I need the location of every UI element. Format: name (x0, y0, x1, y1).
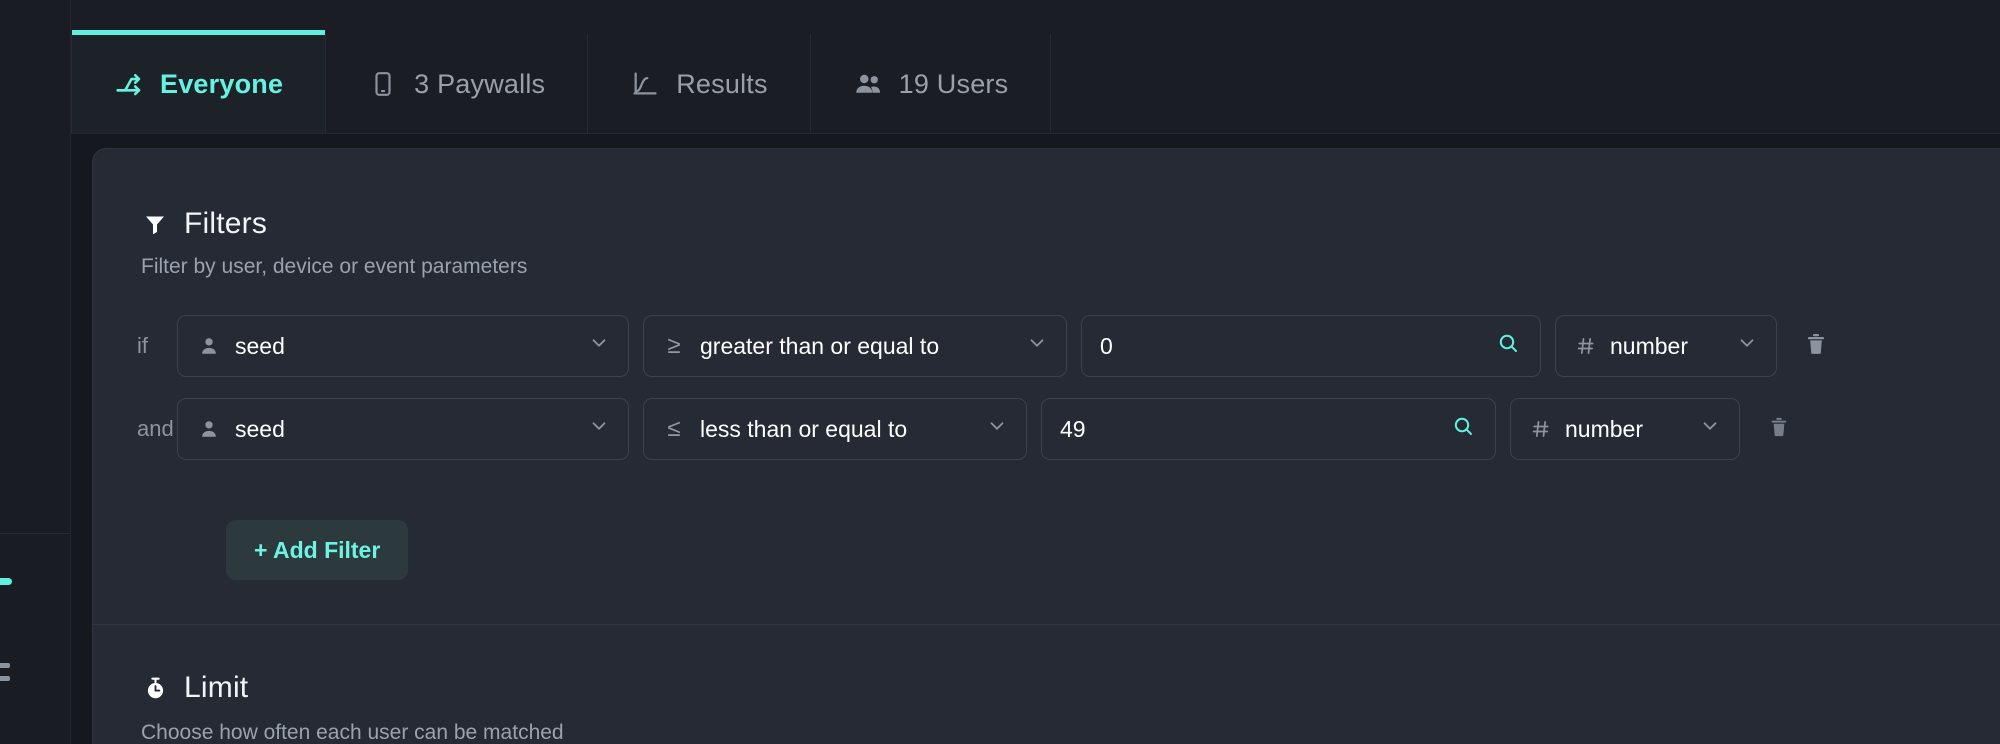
filter-value-input[interactable]: 49 (1041, 398, 1496, 460)
hash-icon (1574, 336, 1598, 356)
filter-rows: if seed ≥ great (93, 312, 2000, 463)
filter-parameter-select[interactable]: seed (177, 398, 629, 460)
filters-subtitle: Filter by user, device or event paramete… (141, 255, 528, 278)
chevron-down-icon (1699, 415, 1721, 443)
limit-header: Limit (141, 671, 2000, 705)
filters-title: Filters (184, 207, 268, 240)
tab-bar-underline (71, 133, 2000, 134)
filter-type-select[interactable]: number (1510, 398, 1740, 460)
filter-parameter-value: seed (235, 415, 285, 442)
delete-filter-button[interactable] (1787, 331, 1845, 362)
tab-strip: Everyone 3 Paywalls Results (71, 30, 1052, 134)
rail-item-stub[interactable] (0, 663, 10, 668)
tab-label: 3 Paywalls (414, 68, 546, 99)
tab-label: Results (676, 68, 768, 99)
rail-divider (0, 533, 71, 534)
filter-operator-select[interactable]: ≥ greater than or equal to (643, 315, 1067, 377)
delete-filter-button[interactable] (1750, 415, 1808, 444)
filter-row: if seed ≥ great (93, 312, 2000, 380)
tab-results[interactable]: Results (588, 34, 811, 134)
filter-parameter-select[interactable]: seed (177, 315, 629, 377)
person-icon (196, 335, 222, 357)
filter-value-text: 49 (1060, 415, 1086, 442)
tab-bar: Everyone 3 Paywalls Results (71, 0, 2000, 134)
split-arrow-icon (114, 69, 144, 99)
filter-value-input[interactable]: 0 (1081, 315, 1541, 377)
section-divider (93, 624, 2000, 625)
chevron-down-icon (1736, 332, 1758, 360)
chevron-down-icon (588, 332, 610, 360)
filter-operator-value: greater than or equal to (700, 332, 940, 359)
tab-users[interactable]: 19 Users (811, 34, 1052, 134)
users-icon (853, 69, 883, 99)
chevron-down-icon (588, 415, 610, 443)
person-icon (196, 418, 222, 440)
search-icon[interactable] (1451, 414, 1475, 444)
filter-type-select[interactable]: number (1555, 315, 1777, 377)
trash-icon (1804, 331, 1828, 362)
chevron-down-icon (1026, 332, 1048, 360)
limit-section: Limit Choose how often each user can be … (93, 671, 2000, 744)
limit-subtitle: Choose how often each user can be matche… (141, 721, 564, 744)
chevron-down-icon (986, 415, 1008, 443)
limit-title: Limit (184, 671, 249, 704)
tab-paywalls[interactable]: 3 Paywalls (326, 34, 589, 134)
filter-parameter-value: seed (235, 332, 285, 359)
operator-symbol: ≤ (667, 415, 681, 442)
rail-item-stub[interactable] (0, 676, 10, 681)
filters-section: Filters Filter by user, device or event … (93, 207, 2000, 580)
operator-symbol: ≥ (667, 332, 681, 359)
phone-icon (368, 69, 398, 99)
tab-label: Everyone (160, 68, 284, 99)
stopwatch-icon (141, 674, 169, 702)
filter-type-value: number (1565, 415, 1643, 442)
filter-operator-value: less than or equal to (700, 415, 908, 442)
tab-everyone[interactable]: Everyone (71, 30, 327, 134)
settings-card: Filters Filter by user, device or event … (92, 148, 2000, 744)
trash-icon (1768, 415, 1790, 444)
filter-row: and seed ≤ less (93, 395, 2000, 463)
hash-icon (1529, 419, 1553, 439)
search-icon[interactable] (1496, 331, 1520, 361)
left-nav-rail (0, 0, 71, 744)
funnel-icon (141, 210, 169, 238)
add-filter-button[interactable]: + Add Filter (226, 520, 409, 580)
filter-conjunction: if (137, 333, 148, 358)
filter-value-text: 0 (1100, 332, 1113, 359)
filters-header: Filters (141, 207, 2000, 241)
line-chart-icon (630, 69, 660, 99)
tab-label: 19 Users (898, 68, 1009, 99)
filter-type-value: number (1610, 332, 1688, 359)
filter-operator-select[interactable]: ≤ less than or equal to (643, 398, 1027, 460)
filter-conjunction: and (137, 416, 174, 441)
rail-active-indicator[interactable] (0, 578, 12, 585)
